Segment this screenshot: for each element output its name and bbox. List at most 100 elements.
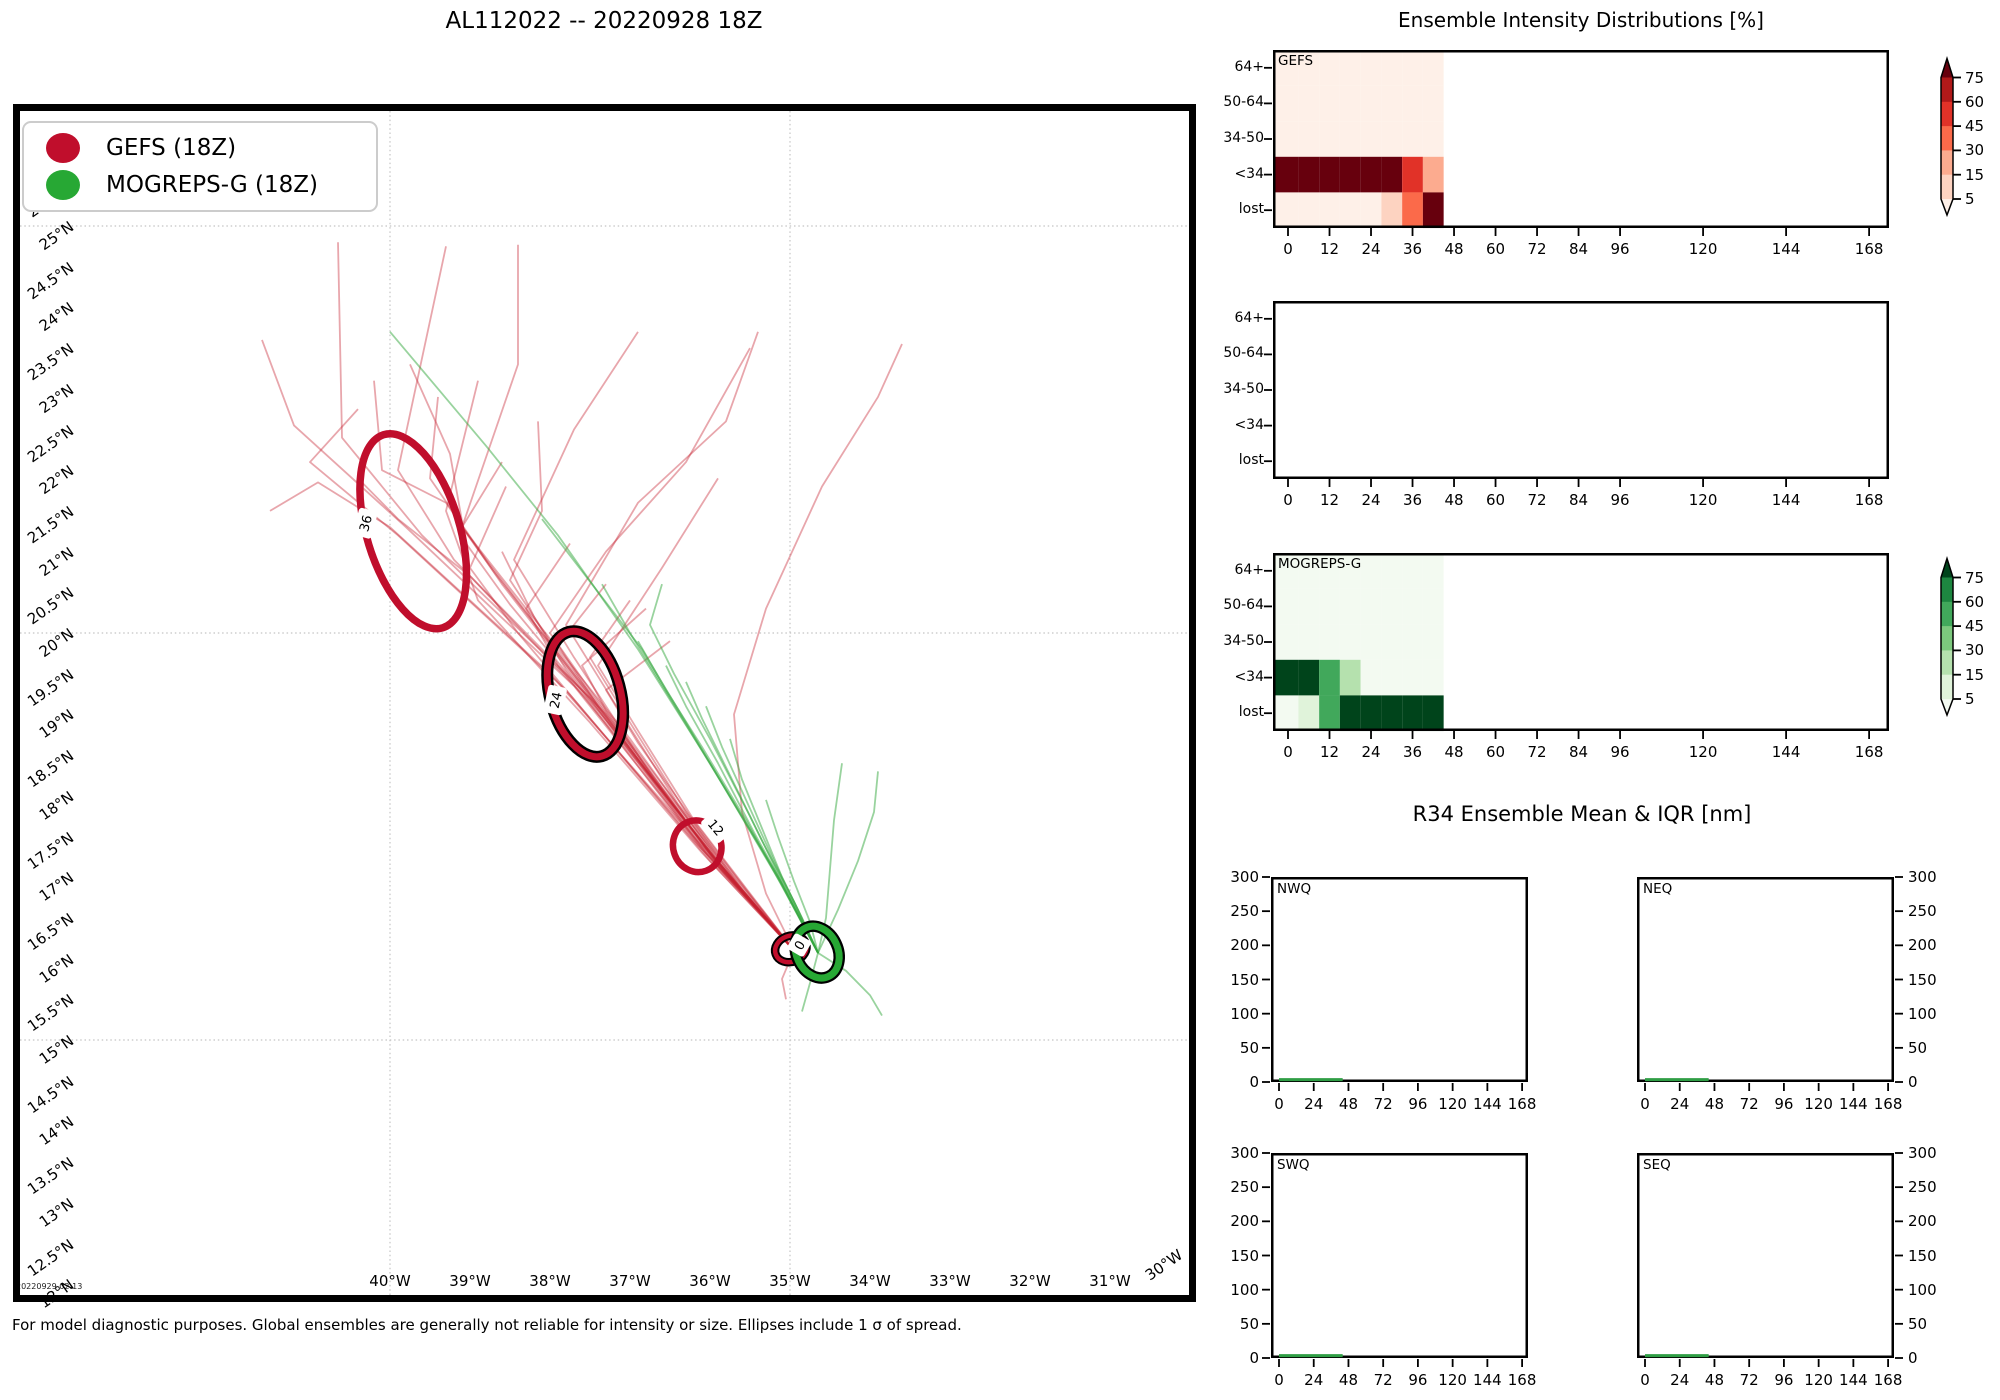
ellipse-label-text: 24 xyxy=(548,691,566,710)
ellipse-label-box xyxy=(701,811,732,843)
heatmap-cell xyxy=(1381,85,1403,122)
gefs-track-line xyxy=(733,343,903,951)
gefs-colorbar-top-arrow xyxy=(1941,58,1953,78)
sigma-ellipse-36h xyxy=(356,430,471,633)
heatmap-cell xyxy=(1422,192,1444,229)
map-plot-area: 36 24 12 0 xyxy=(20,111,1190,1295)
heatmap-cell xyxy=(1319,85,1340,122)
gefs-track-line xyxy=(513,331,795,952)
gefs-colorbar-band xyxy=(1941,174,1953,200)
heatmap-cell xyxy=(1339,659,1361,696)
gefs-track-line xyxy=(409,364,795,952)
heatmap-cell xyxy=(1273,695,1299,732)
ellipse-hour-label: 0 xyxy=(787,933,811,957)
heatmap-cell xyxy=(1381,588,1403,625)
legend-row-gefs: GEFS (18Z) xyxy=(46,133,376,163)
heatmap-cell xyxy=(1339,156,1361,193)
gefs-track-line xyxy=(501,551,795,952)
heatmap-cell xyxy=(1402,588,1423,625)
heatmap-cell xyxy=(1422,588,1444,625)
heatmap-cell xyxy=(1319,659,1340,696)
heatmap-cell xyxy=(1402,659,1423,696)
figure-footnote: For model diagnostic purposes. Global en… xyxy=(12,1316,962,1334)
heatmap-cell xyxy=(1360,156,1382,193)
heatmap-cell xyxy=(1422,156,1444,193)
heatmap-cell xyxy=(1360,659,1382,696)
heatmap-cell xyxy=(1298,588,1320,625)
heatmap-cell xyxy=(1381,553,1403,589)
heatmap-cell xyxy=(1273,553,1299,589)
heatmap-cell xyxy=(1360,624,1382,660)
map-corner-timestamp: 20220929 02:13 xyxy=(16,1282,83,1291)
r34-panel-border xyxy=(1271,877,1528,1082)
heatmap-cell xyxy=(1422,85,1444,122)
heatmap-cell xyxy=(1402,50,1423,86)
heatmap-cell xyxy=(1402,192,1423,229)
gefs-track-line xyxy=(309,408,795,952)
mogreps-colorbar-top-arrow xyxy=(1941,558,1953,578)
r34-panel-border xyxy=(1271,1153,1528,1358)
heatmap-cell xyxy=(1422,553,1444,589)
ellipse-hour-label: 12 xyxy=(701,811,732,843)
ellipse-label-text: 36 xyxy=(357,514,376,534)
mogreps-colorbar-band xyxy=(1941,577,1953,603)
heatmap-cell xyxy=(1360,553,1382,589)
heatmap-cell xyxy=(1273,588,1299,625)
heatmap-cell xyxy=(1422,659,1444,696)
heatmap-cell xyxy=(1402,624,1423,660)
heatmap-cell xyxy=(1339,50,1361,86)
heatmap-cell xyxy=(1402,121,1423,157)
map-border xyxy=(13,104,1196,1302)
mogreps-colorbar-band xyxy=(1941,674,1953,700)
mogreps-legend-label: MOGREPS-G (18Z) xyxy=(106,172,318,198)
heatmap-cell xyxy=(1422,624,1444,660)
heatmap-cell xyxy=(1360,121,1382,157)
heatmap-cell xyxy=(1381,624,1403,660)
ellipse-label-box xyxy=(353,507,378,539)
heatmap-cell xyxy=(1339,121,1361,157)
gefs-track-line xyxy=(581,607,795,952)
mogreps-track-line xyxy=(601,583,819,954)
mogreps-track-line xyxy=(765,799,819,954)
mogreps-colorbar-band xyxy=(1941,650,1953,676)
gefs-legend-label: GEFS (18Z) xyxy=(106,135,237,161)
gefs-colorbar-band xyxy=(1941,150,1953,176)
heatmap-cell xyxy=(1273,624,1299,660)
heatmap-cell xyxy=(1402,695,1423,732)
heatmap-cell xyxy=(1360,695,1382,732)
gefs-track-line xyxy=(565,331,795,952)
heatmap-cell xyxy=(1319,553,1340,589)
mogreps-track-line xyxy=(649,583,819,954)
heatmap-cell xyxy=(1381,695,1403,732)
intensity-panel-border xyxy=(1273,50,1889,228)
heatmap-cell xyxy=(1381,50,1403,86)
heatmap-cell xyxy=(1422,695,1444,732)
heatmap-cell xyxy=(1422,50,1444,86)
sigma-ellipse-0h xyxy=(791,922,843,982)
r34-title: R34 Ensemble Mean & IQR [nm] xyxy=(1412,802,1752,826)
gefs-track-line xyxy=(261,339,795,952)
heatmap-cell xyxy=(1381,121,1403,157)
gefs-track-line xyxy=(589,599,795,952)
gefs-track-line xyxy=(469,486,795,952)
legend-row-mogreps: MOGREPS-G (18Z) xyxy=(46,170,376,200)
mogreps-colorbar-band xyxy=(1941,626,1953,651)
gefs-track-line xyxy=(461,461,795,952)
heatmap-cell xyxy=(1273,50,1299,86)
heatmap-cell xyxy=(1339,695,1361,732)
gefs-marker-icon xyxy=(46,133,80,163)
mogreps-track-line xyxy=(801,952,819,1012)
mogreps-track-line xyxy=(729,738,819,954)
r34-panel-border xyxy=(1637,877,1894,1082)
ellipse-label-box xyxy=(543,684,567,716)
r34-panel-border xyxy=(1637,1153,1894,1358)
gefs-track-line xyxy=(397,246,795,952)
heatmap-cell xyxy=(1319,624,1340,660)
heatmap-cell xyxy=(1298,192,1320,229)
heatmap-cell xyxy=(1402,156,1423,193)
heatmap-cell xyxy=(1381,192,1403,229)
heatmap-cell xyxy=(1339,192,1361,229)
heatmap-cell xyxy=(1273,659,1299,696)
heatmap-cell xyxy=(1298,695,1320,732)
